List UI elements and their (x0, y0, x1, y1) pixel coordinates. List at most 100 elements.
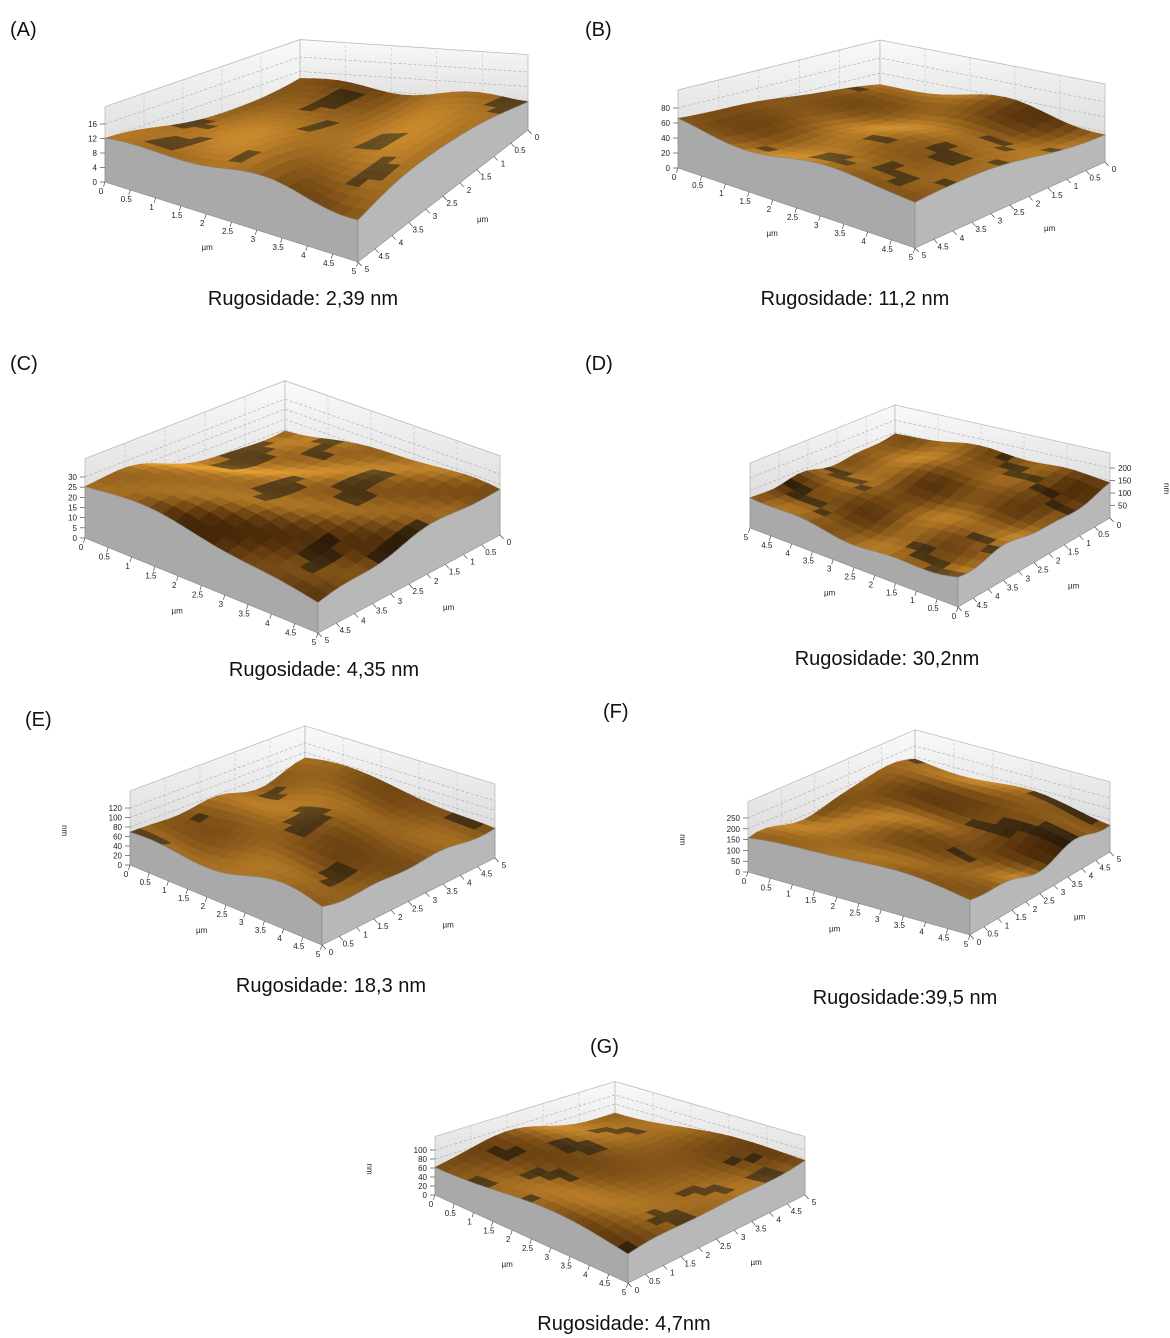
axis-tick-label: 4 (1089, 872, 1094, 881)
axis-tick-label: 1 (1086, 539, 1091, 548)
axis-tick (229, 221, 232, 227)
axis-tick (494, 857, 499, 863)
grid-line (749, 432, 1111, 491)
axis-tick-label: 1 (1005, 921, 1010, 930)
axis-label: µm (443, 603, 455, 612)
axis-tick-label: 2.5 (192, 591, 204, 600)
axis-tick (166, 880, 169, 886)
axis-tick (204, 896, 208, 902)
axis-tick (1053, 884, 1058, 890)
axis-tick (893, 583, 896, 589)
grid-line (104, 56, 529, 125)
front-wall (129, 831, 323, 946)
axis-tick (147, 872, 150, 878)
axis-tick-label: 4 (995, 592, 1000, 601)
axis-tick (243, 912, 246, 918)
axis-tick (459, 182, 464, 188)
axis-label: µm (1044, 224, 1056, 233)
z-tick-label: 200 (727, 825, 741, 834)
axis-tick-label: 0 (507, 538, 512, 547)
axis-tick (425, 208, 430, 214)
axis-tick-label: 0.5 (140, 878, 152, 887)
axis-tick-label: 3 (433, 896, 438, 905)
axis-tick-label: 2 (172, 581, 177, 590)
axis-tick-label: 2 (434, 577, 439, 586)
grid-line (677, 57, 1106, 109)
z-tick-label: 0 (93, 178, 98, 187)
axis-tick-label: 4 (399, 239, 404, 248)
grid-line (84, 398, 501, 478)
axis-tick-label: 4 (265, 619, 270, 628)
front-wall (957, 482, 1111, 608)
axis-tick-label: 1 (363, 931, 368, 940)
axis-tick-label: 1.5 (1051, 191, 1063, 200)
axis-tick (957, 606, 962, 612)
axis-tick-label: 3 (251, 235, 256, 244)
axis-tick-label: 3 (827, 565, 832, 574)
axis-tick (1104, 161, 1109, 167)
axis-tick-label: 3.5 (1071, 880, 1083, 889)
axis-tick (889, 239, 892, 245)
axis-tick (1003, 580, 1008, 585)
z-tick-label: 0 (118, 861, 123, 870)
axis-tick (956, 606, 959, 612)
z-tick-label: 250 (727, 814, 741, 823)
axis-tick-label: 2 (1036, 199, 1041, 208)
grid-line (104, 71, 529, 139)
axis-tick-label: 2.5 (222, 227, 234, 236)
axis-tick-label: 0 (742, 877, 747, 886)
caption: Rugosidade: 18,3 nm (236, 975, 426, 997)
axis-tick (357, 261, 362, 267)
axis-tick-label: 2.5 (849, 909, 861, 918)
axis-tick (790, 884, 793, 890)
axis-tick-label: 4 (583, 1270, 588, 1279)
axis-tick (527, 129, 532, 135)
axis-tick-label: 3 (741, 1233, 746, 1242)
axis-tick (493, 156, 498, 161)
z-tick-label: 20 (661, 149, 670, 158)
axis-tick-label: 4 (361, 616, 366, 625)
axis-tick-label: 4.5 (1099, 863, 1111, 872)
z-tick-label: 15 (68, 504, 77, 513)
axis-tick-label: 5 (502, 861, 507, 870)
axis-tick (356, 927, 361, 932)
axis-tick-label: 0.5 (514, 146, 526, 155)
axis-tick (1067, 876, 1072, 882)
axis-tick-label: 2 (831, 902, 836, 911)
axis-tick-label: 3 (239, 918, 244, 927)
front-wall (357, 101, 529, 263)
axis-tick-label: 0 (329, 948, 334, 957)
axis-tick (305, 245, 308, 251)
z-tick-label: 120 (109, 804, 123, 813)
axis-label: µm (477, 215, 489, 224)
axis-tick-label: 0.5 (987, 930, 999, 939)
axis-tick (997, 918, 1002, 923)
z-tick-label: 20 (113, 852, 122, 861)
axis-tick-label: 1.5 (377, 922, 389, 931)
axis-tick (390, 593, 395, 599)
axis-tick (770, 199, 774, 205)
axis-tick (751, 1221, 756, 1226)
axis-tick-label: 5 (922, 251, 927, 260)
axis-tick (529, 1238, 532, 1244)
axis-tick (842, 223, 845, 229)
axis-tick (129, 556, 132, 562)
axis-tick (971, 221, 976, 227)
axis-tick (914, 247, 919, 253)
afm-panel: (C)Rugosidade: 4,35 nm05101520253000.511… (10, 353, 512, 681)
axis-tick-label: 0 (952, 612, 957, 621)
axis-tick (680, 1256, 685, 1261)
axis-tick-label: 0.5 (99, 553, 111, 562)
axis-tick-label: 4 (277, 934, 282, 943)
axis-tick-label: 3.5 (273, 243, 285, 252)
axis-tick (857, 903, 860, 909)
axis-label: µm (751, 1258, 763, 1267)
axis-tick (945, 928, 949, 934)
z-tick-label: 150 (727, 836, 741, 845)
axis-tick (748, 527, 751, 533)
axis-tick-label: 1.5 (483, 1226, 495, 1235)
axis-tick-label: 3.5 (834, 229, 846, 238)
axis-tick-label: 3 (1026, 574, 1031, 583)
axis-tick-label: 2.5 (844, 573, 856, 582)
axis-tick (983, 926, 988, 931)
